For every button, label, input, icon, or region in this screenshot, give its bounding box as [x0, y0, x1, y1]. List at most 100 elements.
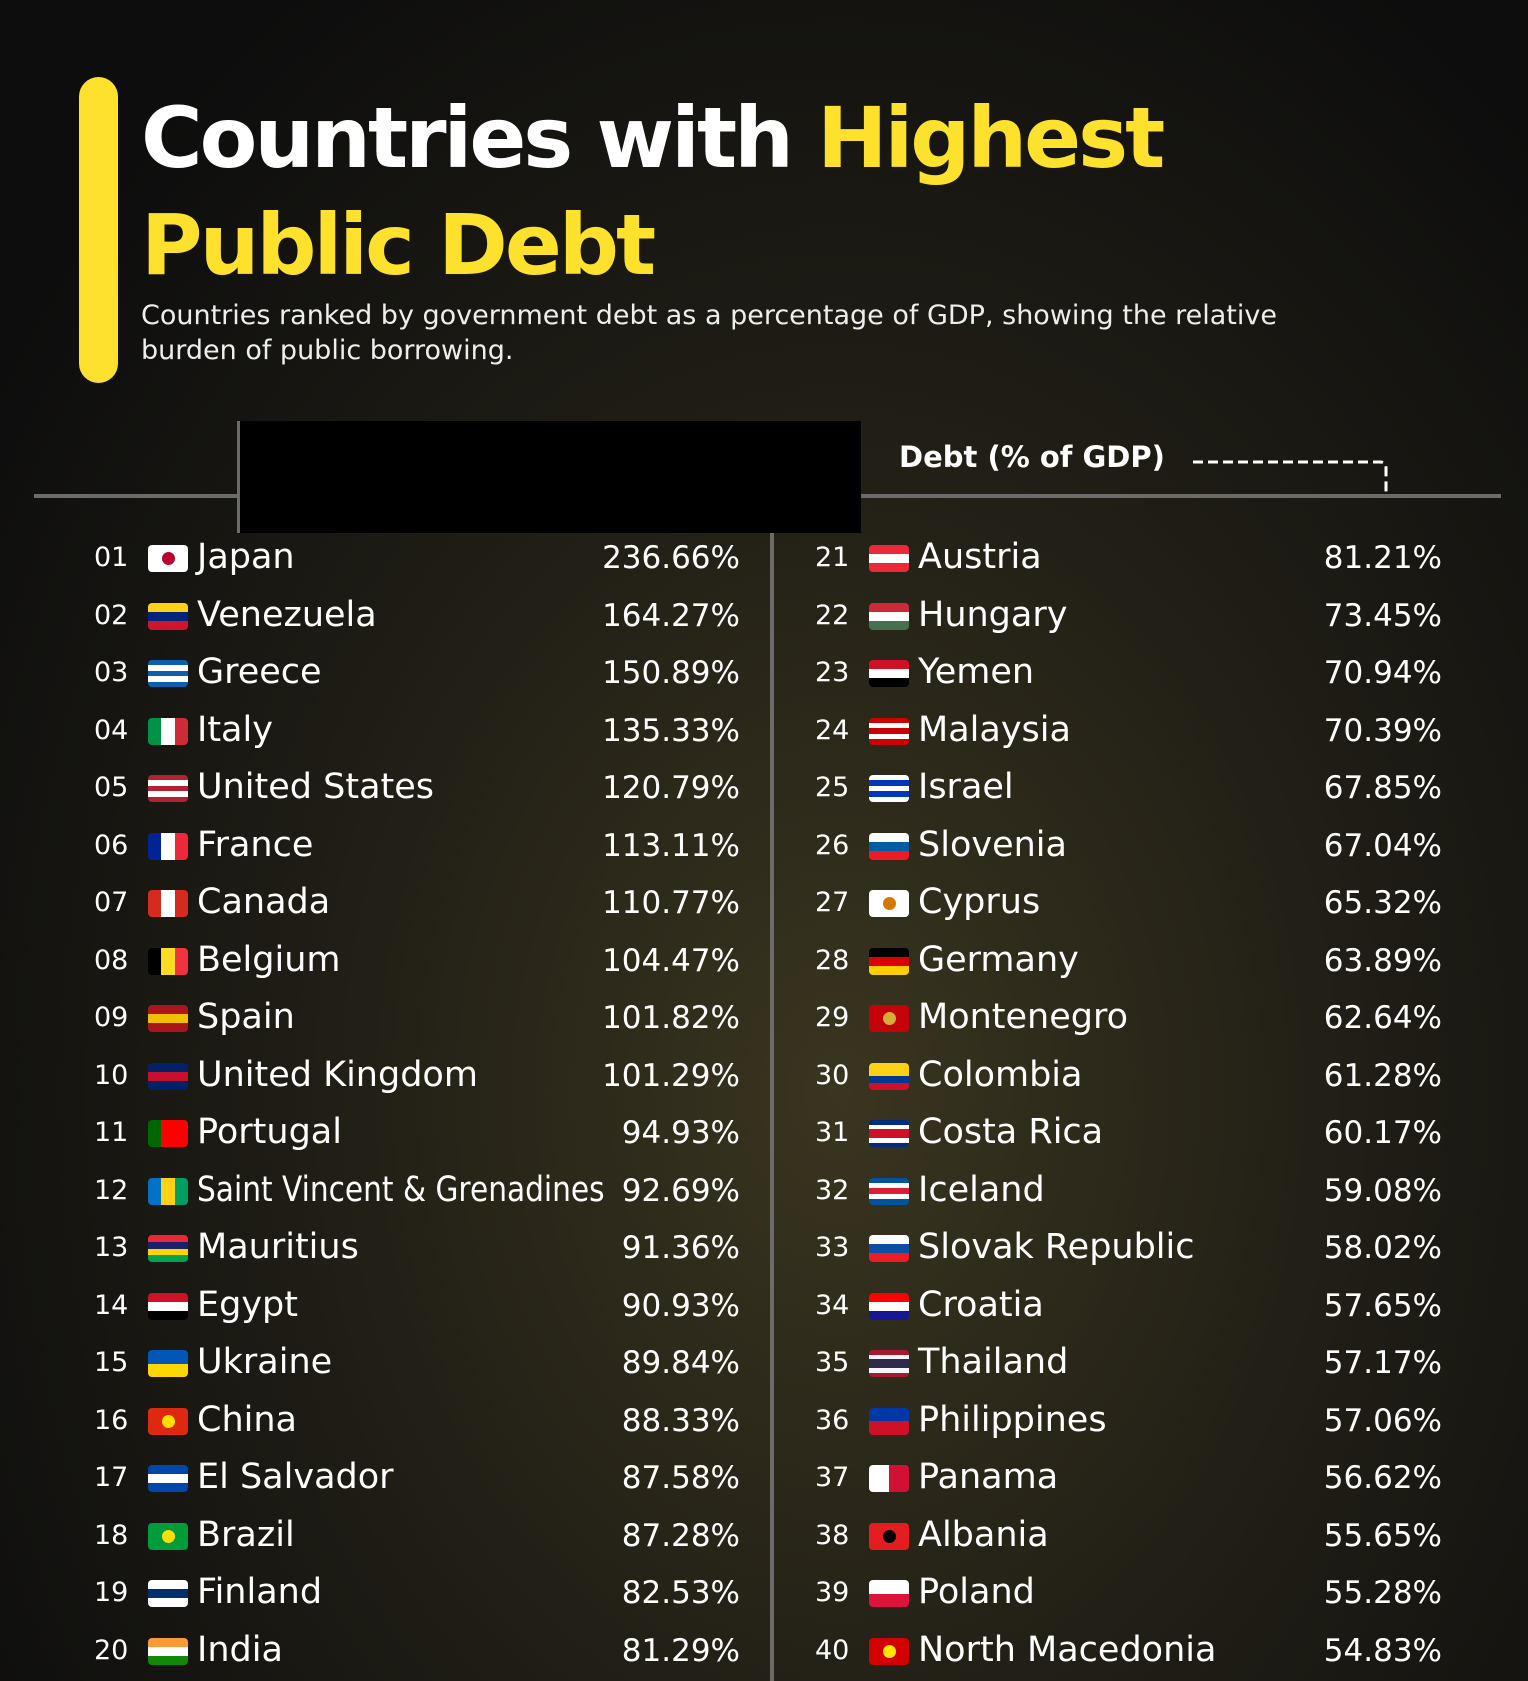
flag: [869, 832, 909, 860]
rank: 17: [94, 1462, 129, 1493]
debt-value: 90.93%: [621, 1287, 740, 1324]
flag: [869, 545, 909, 572]
rank: 37: [815, 1462, 850, 1493]
flag: [148, 1292, 188, 1320]
debt-value: 150.89%: [602, 655, 740, 691]
country-name: United Kingdom: [197, 1054, 478, 1095]
title-highlight: Highest: [817, 89, 1165, 187]
debt-value: 57.06%: [1323, 1402, 1442, 1439]
flag: [869, 1580, 909, 1607]
debt-value: 92.69%: [621, 1172, 740, 1209]
debt-value: 87.58%: [621, 1460, 740, 1496]
country-name: Thailand: [918, 1342, 1069, 1382]
country-name: Iceland: [918, 1169, 1045, 1210]
debt-value: 56.62%: [1323, 1460, 1442, 1496]
rank: 30: [815, 1059, 850, 1091]
rank: 32: [815, 1174, 850, 1206]
debt-value: 89.84%: [621, 1345, 740, 1381]
rank: 31: [815, 1117, 850, 1148]
rank: 16: [94, 1404, 129, 1436]
debt-value: 87.28%: [621, 1517, 740, 1554]
redaction-box: [238, 421, 861, 533]
country-name: China: [197, 1399, 297, 1440]
accent-bar: [79, 77, 118, 383]
rank: 21: [815, 542, 850, 573]
flag: [869, 1062, 909, 1090]
flag: [148, 890, 188, 917]
flag: [148, 660, 188, 687]
rank: 11: [94, 1117, 129, 1148]
debt-value: 81.21%: [1323, 540, 1442, 576]
rank: 19: [94, 1577, 129, 1608]
rank: 18: [94, 1519, 129, 1551]
debt-value: 54.83%: [1323, 1632, 1442, 1669]
rank: 13: [94, 1232, 129, 1263]
country-name: Austria: [918, 537, 1042, 577]
flag: [869, 890, 909, 917]
country-name: Germany: [918, 939, 1079, 980]
debt-value: 81.29%: [621, 1632, 740, 1669]
flag: [869, 1120, 909, 1147]
debt-value: 60.17%: [1323, 1115, 1442, 1151]
rank: 15: [94, 1347, 129, 1378]
debt-value: 57.17%: [1323, 1345, 1442, 1381]
debt-value: 55.65%: [1323, 1517, 1442, 1554]
flag: [869, 1637, 909, 1665]
dashed-pointer: [1193, 460, 1388, 492]
debt-value: 120.79%: [602, 770, 740, 806]
country-name: United States: [197, 767, 435, 807]
rank: 08: [94, 944, 129, 976]
country-name: Malaysia: [918, 709, 1071, 750]
country-name: Saint Vincent & Grenadines: [197, 1169, 605, 1210]
flag: [148, 1407, 188, 1435]
rank: 22: [815, 599, 850, 631]
subtitle: Countries ranked by government debt as a…: [141, 300, 1277, 366]
country-name: Brazil: [197, 1514, 295, 1555]
country-name: Yemen: [918, 652, 1035, 692]
rank: 05: [94, 772, 129, 803]
rank: 27: [815, 887, 850, 918]
country-name: Japan: [197, 537, 295, 577]
rank: 06: [94, 829, 129, 861]
country-name: Ukraine: [197, 1342, 333, 1382]
rank: 25: [815, 772, 850, 803]
country-name: El Salvador: [197, 1457, 394, 1497]
rank: 03: [94, 657, 129, 688]
country-name: Belgium: [197, 939, 341, 980]
title: Countries with Highest: [141, 96, 1165, 180]
debt-value: 101.29%: [602, 1057, 740, 1094]
rank: 02: [94, 599, 129, 631]
debt-value: 59.08%: [1323, 1172, 1442, 1209]
debt-value: 65.32%: [1323, 885, 1442, 921]
debt-value: 88.33%: [621, 1402, 740, 1439]
rank: 04: [94, 714, 129, 746]
rank: 26: [815, 829, 850, 861]
debt-value: 67.85%: [1323, 770, 1442, 806]
debt-value: 101.82%: [602, 1000, 740, 1036]
country-name: Hungary: [918, 594, 1068, 635]
flag: [148, 1235, 188, 1262]
flag: [148, 1637, 188, 1665]
rank: 35: [815, 1347, 850, 1378]
rank: 24: [815, 714, 850, 746]
country-name: Mauritius: [197, 1227, 359, 1267]
flag: [869, 1465, 909, 1492]
flag: [869, 1235, 909, 1262]
country-name: Portugal: [197, 1112, 342, 1152]
flag: [148, 1120, 188, 1147]
flag: [869, 947, 909, 975]
rank: 33: [815, 1232, 850, 1263]
flag: [869, 717, 909, 745]
rank: 07: [94, 887, 129, 918]
flag: [869, 602, 909, 630]
rank: 38: [815, 1519, 850, 1551]
flag: [148, 1350, 188, 1377]
flag: [148, 717, 188, 745]
debt-value: 70.94%: [1323, 655, 1442, 691]
country-name: Canada: [197, 882, 331, 922]
rank: 12: [94, 1174, 129, 1206]
debt-value: 104.47%: [602, 942, 740, 979]
debt-value: 55.28%: [1323, 1575, 1442, 1611]
country-name: Albania: [918, 1514, 1049, 1555]
